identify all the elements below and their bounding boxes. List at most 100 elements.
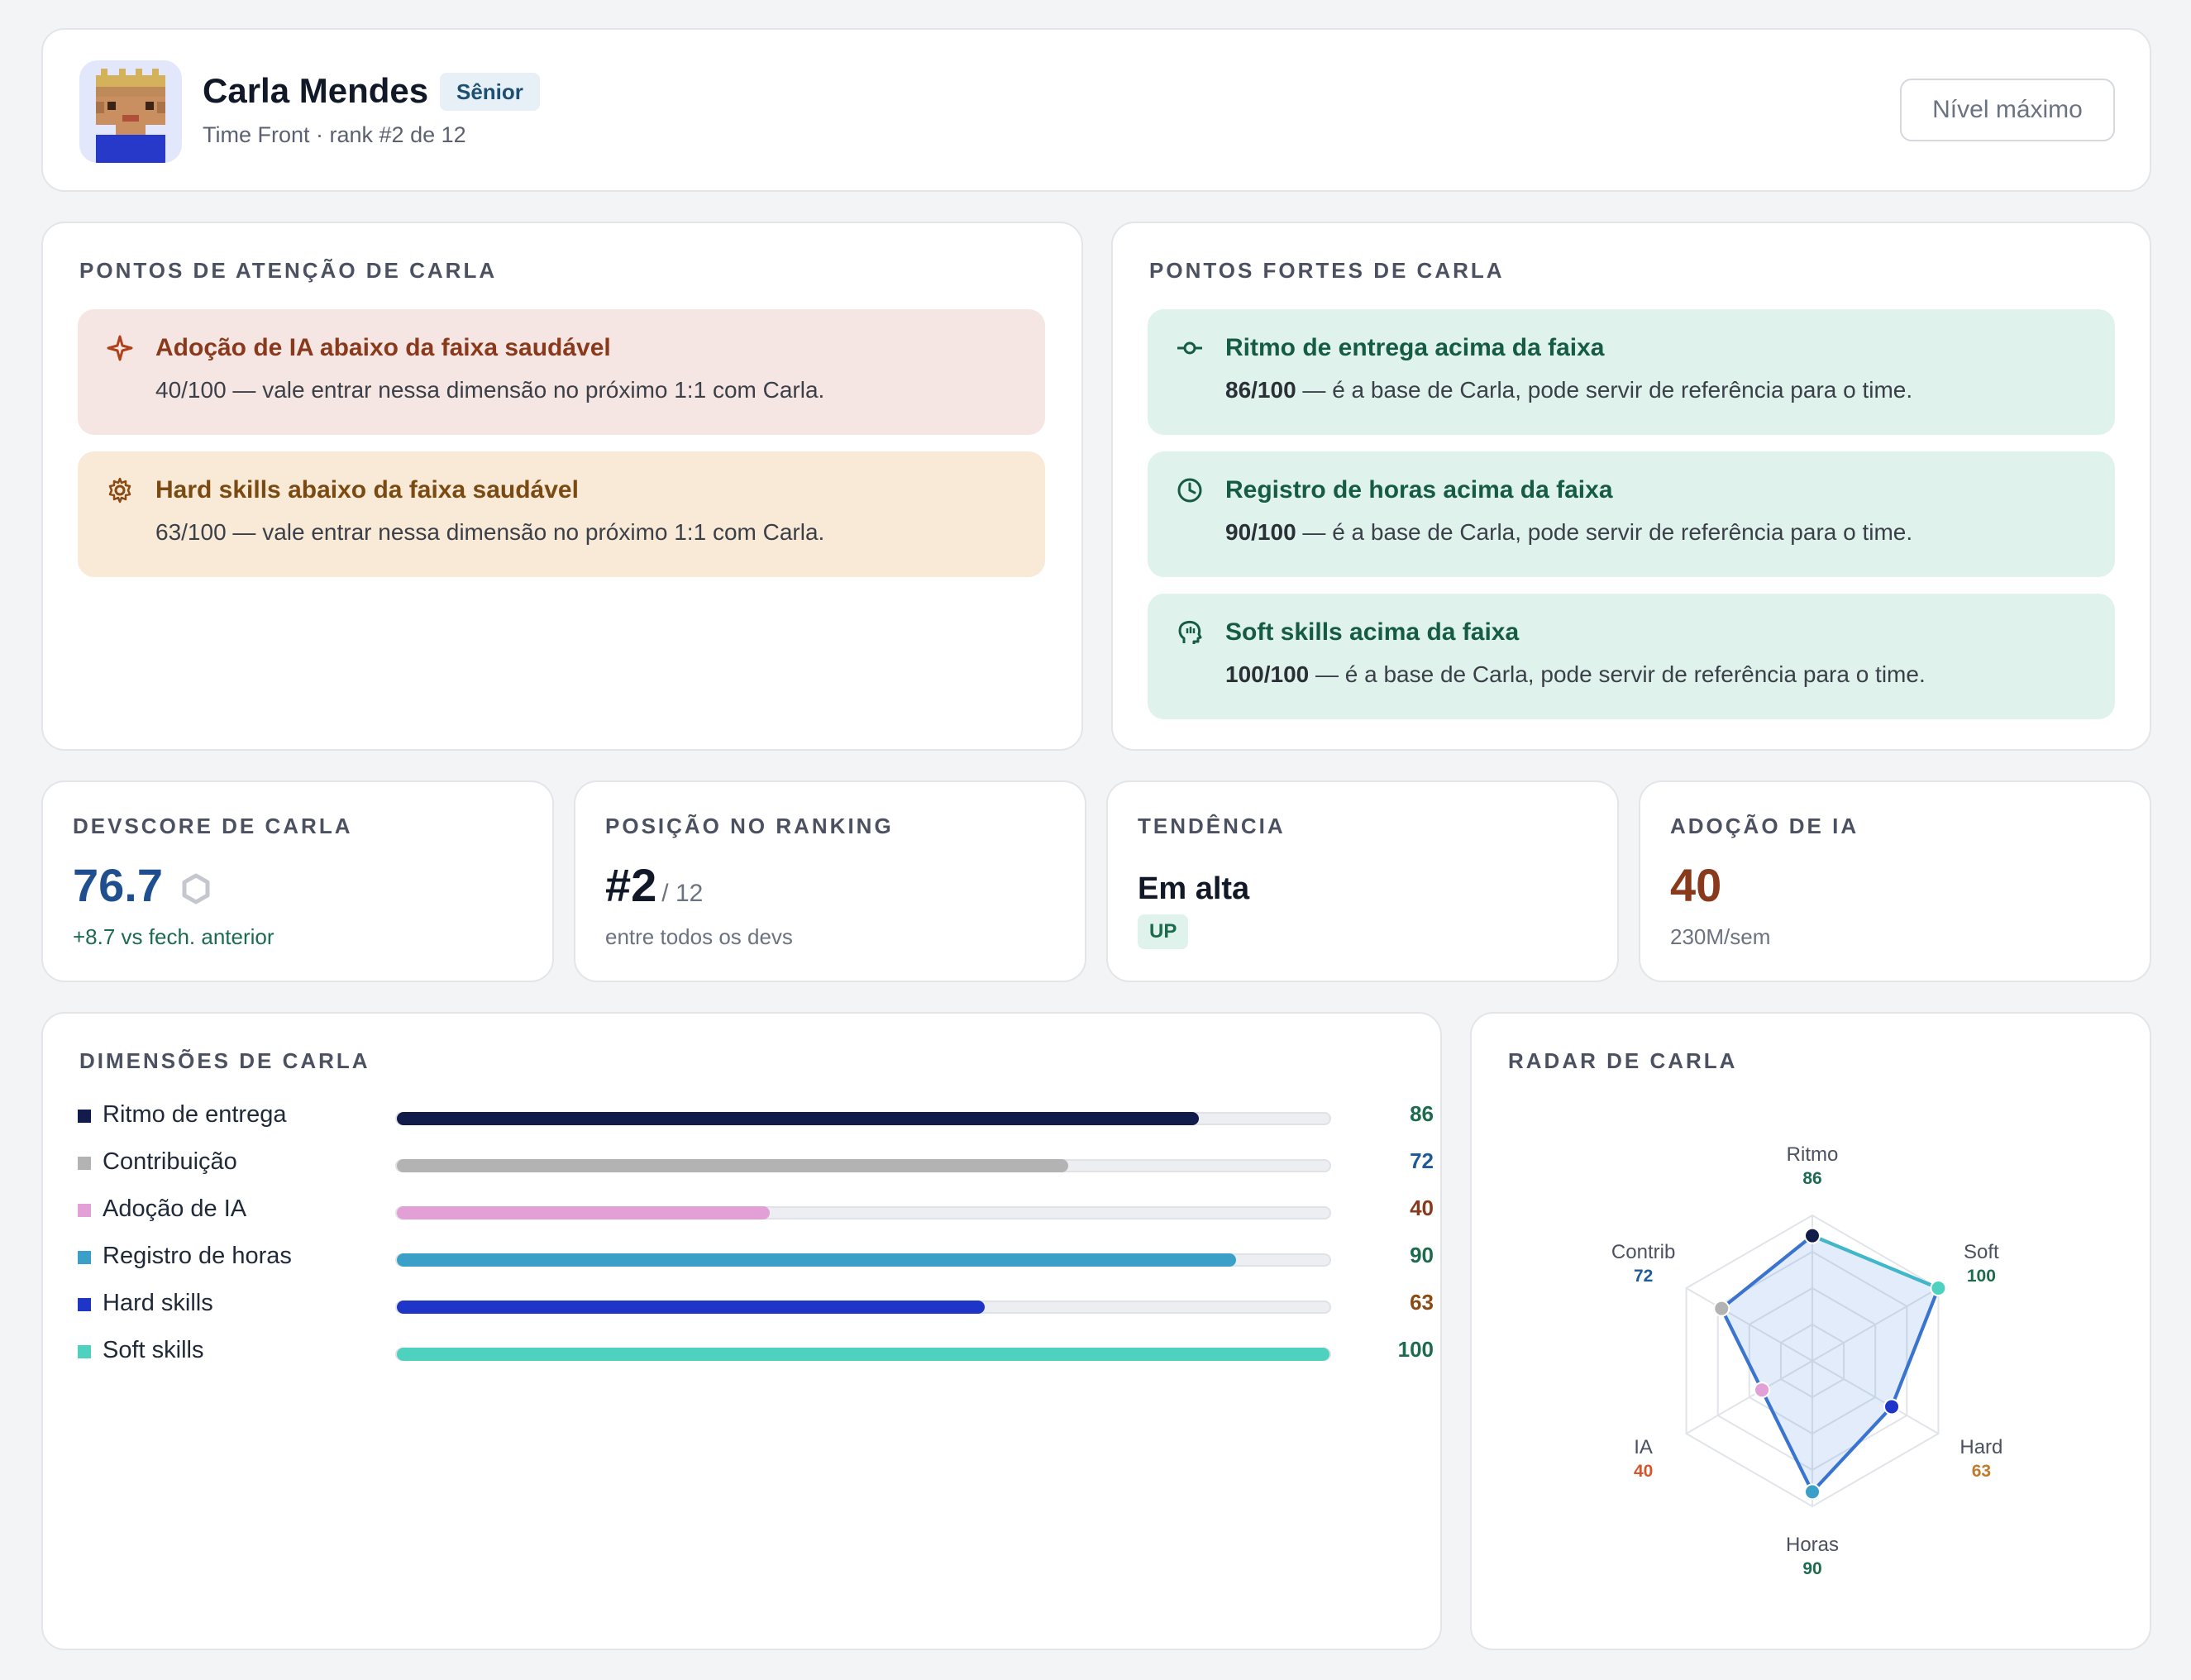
dimension-swatch bbox=[78, 1251, 91, 1264]
ai-adoption-sub: 230M/sem bbox=[1670, 924, 1771, 949]
radar-axis-label: Horas bbox=[1786, 1534, 1839, 1556]
hexagon-icon bbox=[182, 873, 210, 904]
strength-item-desc: — é a base de Carla, pode servir de refe… bbox=[1309, 661, 1926, 687]
gear-icon bbox=[108, 477, 131, 504]
dimension-swatch bbox=[78, 1110, 91, 1123]
ai-adoption-value: 40 bbox=[1670, 859, 1722, 911]
strength-item-text: 90/100 — é a base de Carla, pode servir … bbox=[1225, 519, 1912, 546]
strength-item-title: Soft skills acima da faixa bbox=[1225, 618, 1520, 646]
attention-item-ai: Adoção de IA abaixo da faixa saudável 40… bbox=[78, 309, 1045, 435]
strength-item-title: Ritmo de entrega acima da faixa bbox=[1225, 334, 1605, 361]
sparkle-icon bbox=[107, 335, 133, 361]
strengths-card: PONTOS FORTES DE CARLA Ritmo de entrega … bbox=[1111, 222, 2151, 751]
ranking-sub: entre todos os devs bbox=[605, 924, 793, 949]
radar-spoke bbox=[1686, 1287, 1813, 1362]
dimension-row: Adoção de IA 40 bbox=[78, 1194, 1434, 1227]
pixel-avatar-icon bbox=[96, 69, 165, 163]
radar-axis-label: Hard bbox=[1959, 1436, 2002, 1458]
avatar bbox=[79, 60, 182, 163]
team-rank-subtitle: Time Front · rank #2 de 12 bbox=[203, 122, 466, 147]
radar-title: RADAR DE CARLA bbox=[1508, 1048, 1738, 1073]
dimensions-card: DIMENSÕES DE CARLA Ritmo de entrega 86 Con… bbox=[41, 1012, 1442, 1650]
attention-card: PONTOS DE ATENÇÃO DE CARLA Adoção de IA … bbox=[41, 222, 1083, 751]
dimension-row: Ritmo de entrega 86 bbox=[78, 1100, 1434, 1133]
strength-item-pace: Ritmo de entrega acima da faixa 86/100 —… bbox=[1148, 309, 2115, 435]
seniority-badge: Sênior bbox=[440, 73, 540, 111]
radar-axis-value: 86 bbox=[1802, 1169, 1821, 1188]
radar-axis-value: 63 bbox=[1972, 1462, 1991, 1481]
devscore-value: 76.7 bbox=[73, 858, 211, 912]
radar-spoke bbox=[1686, 1360, 1813, 1434]
dimension-label: Adoção de IA bbox=[103, 1196, 247, 1222]
devscore-delta: +8.7 vs fech. anterior bbox=[73, 924, 274, 949]
head-icon bbox=[1178, 620, 1202, 644]
devscore-label: DEVSCORE DE CARLA bbox=[73, 814, 353, 838]
dimension-fill bbox=[397, 1159, 1069, 1172]
radar-point bbox=[1804, 1483, 1821, 1501]
ranking-number: #2 bbox=[605, 859, 657, 911]
strength-item-score: 100/100 bbox=[1225, 661, 1310, 687]
radar-point bbox=[1713, 1300, 1730, 1317]
radar-card: RADAR DE CARLA Ritmo 86 Soft 100 Hard 63 Horas… bbox=[1470, 1012, 2151, 1650]
dimension-value: 72 bbox=[1410, 1148, 1434, 1173]
radar-axis-label: IA bbox=[1634, 1436, 1653, 1458]
dimension-fill bbox=[397, 1348, 1329, 1361]
strength-item-hours: Registro de horas acima da faixa 90/100 … bbox=[1148, 451, 2115, 577]
level-button[interactable]: Nível máximo bbox=[1900, 79, 2115, 141]
ai-adoption-card: ADOÇÃO DE IA 40 230M/sem bbox=[1639, 780, 2151, 982]
radar-axis-value: 40 bbox=[1634, 1462, 1653, 1481]
dimension-swatch bbox=[78, 1345, 91, 1358]
radar-spoke bbox=[1812, 1360, 1939, 1434]
radar-point bbox=[1883, 1398, 1901, 1415]
ranking-value: #2/ 12 bbox=[605, 858, 703, 912]
devscore-card: DEVSCORE DE CARLA 76.7 +8.7 vs fech. ant… bbox=[41, 780, 554, 982]
ranking-total: / 12 bbox=[661, 880, 704, 907]
dimension-row: Hard skills 63 bbox=[78, 1288, 1434, 1321]
attention-title: PONTOS DE ATENÇÃO DE CARLA bbox=[79, 258, 498, 283]
strength-item-score: 86/100 bbox=[1225, 377, 1296, 403]
dimension-row: Contribuição 72 bbox=[78, 1147, 1434, 1180]
strength-item-soft-skills: Soft skills acima da faixa 100/100 — é a… bbox=[1148, 594, 2115, 719]
dimension-label: Contribuição bbox=[103, 1148, 237, 1175]
trend-value: Em alta bbox=[1138, 871, 1250, 906]
radar-chart: Ritmo 86 Soft 100 Hard 63 Horas 90 IA 40 Contrib 72 bbox=[1611, 1143, 2002, 1578]
dimension-value: 90 bbox=[1410, 1243, 1434, 1267]
strength-item-score: 90/100 bbox=[1225, 519, 1296, 545]
dimension-fill bbox=[397, 1112, 1200, 1125]
strength-item-title: Registro de horas acima da faixa bbox=[1225, 476, 1613, 504]
attention-item-text: 63/100 — vale entrar nessa dimensão no p… bbox=[155, 519, 825, 545]
strengths-title: PONTOS FORTES DE CARLA bbox=[1149, 258, 1505, 283]
dimension-track bbox=[395, 1159, 1331, 1172]
dimension-row: Registro de horas 90 bbox=[78, 1241, 1434, 1274]
commit-icon bbox=[1177, 341, 1202, 355]
clock-icon bbox=[1177, 478, 1202, 503]
dimension-label: Soft skills bbox=[103, 1337, 204, 1363]
radar-axis-value: 100 bbox=[1967, 1267, 1996, 1286]
dimension-track bbox=[395, 1253, 1331, 1267]
dimension-value: 63 bbox=[1410, 1290, 1434, 1315]
radar-edge bbox=[1760, 1389, 1814, 1493]
strength-item-text: 86/100 — é a base de Carla, pode servir … bbox=[1225, 377, 1912, 403]
dimensions-title: DIMENSÕES DE CARLA bbox=[79, 1048, 370, 1073]
dimension-row: Soft skills 100 bbox=[78, 1335, 1434, 1368]
dimension-swatch bbox=[78, 1298, 91, 1311]
dimension-label: Registro de horas bbox=[103, 1243, 292, 1269]
radar-point bbox=[1804, 1227, 1821, 1244]
attention-item-text: 40/100 — vale entrar nessa dimensão no p… bbox=[155, 377, 825, 403]
strength-item-text: 100/100 — é a base de Carla, pode servir… bbox=[1225, 661, 1926, 688]
radar-spoke bbox=[1812, 1287, 1939, 1362]
trend-label: TENDÊNCIA bbox=[1138, 814, 1286, 838]
radar-edge bbox=[1890, 1287, 1940, 1408]
trend-badge: UP bbox=[1138, 914, 1189, 949]
trend-card: TENDÊNCIA Em alta UP bbox=[1106, 780, 1619, 982]
attention-item-hard-skills: Hard skills abaixo da faixa saudável 63/… bbox=[78, 451, 1045, 577]
strength-item-desc: — é a base de Carla, pode servir de refe… bbox=[1296, 519, 1913, 545]
radar-edge bbox=[1812, 1234, 1940, 1290]
profile-header-card: Carla Mendes Sênior Time Front · rank #2… bbox=[41, 28, 2151, 192]
radar-axis-label: Contrib bbox=[1611, 1241, 1675, 1263]
radar-edge bbox=[1811, 1406, 1893, 1493]
dimension-fill bbox=[397, 1301, 985, 1314]
attention-item-title: Hard skills abaixo da faixa saudável bbox=[155, 476, 579, 504]
dimension-track bbox=[395, 1112, 1331, 1125]
dimension-track bbox=[395, 1301, 1331, 1314]
